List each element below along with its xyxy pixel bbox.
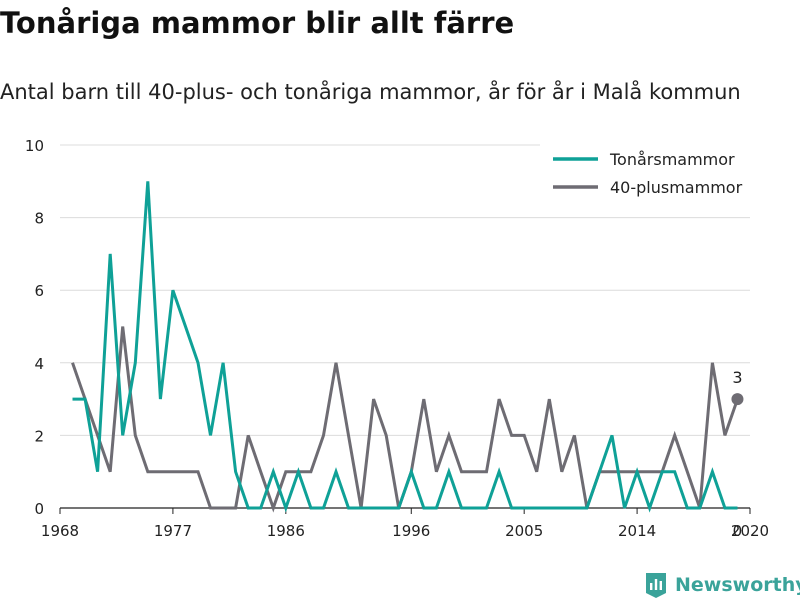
chart-subtitle: Antal barn till 40-plus- och tonåriga ma… bbox=[0, 80, 741, 104]
legend-label-40-plusmammor: 40-plusmammor bbox=[610, 178, 743, 197]
legend-box bbox=[540, 142, 762, 202]
legend-label-tonarsmammor: Tonårsmammor bbox=[609, 150, 735, 169]
end-label-40-plusmammor: 3 bbox=[732, 368, 742, 387]
y-tick-label: 10 bbox=[25, 137, 44, 155]
x-tick-label: 1977 bbox=[154, 522, 192, 540]
y-tick-label: 4 bbox=[34, 355, 44, 373]
x-tick-label: 2005 bbox=[505, 522, 543, 540]
series-line-40-plusmammor bbox=[71, 326, 739, 513]
brand-name: Newsworthy bbox=[675, 574, 800, 596]
y-tick-label: 6 bbox=[34, 282, 44, 300]
y-tick-label: 8 bbox=[34, 210, 44, 228]
series-line-tonarsmammor bbox=[72, 181, 738, 513]
x-tick-label: 2014 bbox=[618, 522, 656, 540]
y-tick-label: 0 bbox=[34, 500, 44, 518]
brand-logo: Newsworthy bbox=[645, 568, 800, 602]
x-tick-label: 1968 bbox=[41, 522, 79, 540]
x-tick-label: 2020 bbox=[731, 522, 769, 540]
x-tick-label: 1996 bbox=[392, 522, 430, 540]
chart-title: Tonåriga mammor blir allt färre bbox=[0, 6, 515, 40]
end-point-40-plusmammor bbox=[731, 393, 744, 406]
y-tick-label: 2 bbox=[34, 427, 44, 445]
x-tick-label: 1986 bbox=[267, 522, 305, 540]
newsworthy-logo-icon bbox=[646, 573, 666, 598]
end-label-tonarsmammor: 0 bbox=[733, 522, 743, 540]
